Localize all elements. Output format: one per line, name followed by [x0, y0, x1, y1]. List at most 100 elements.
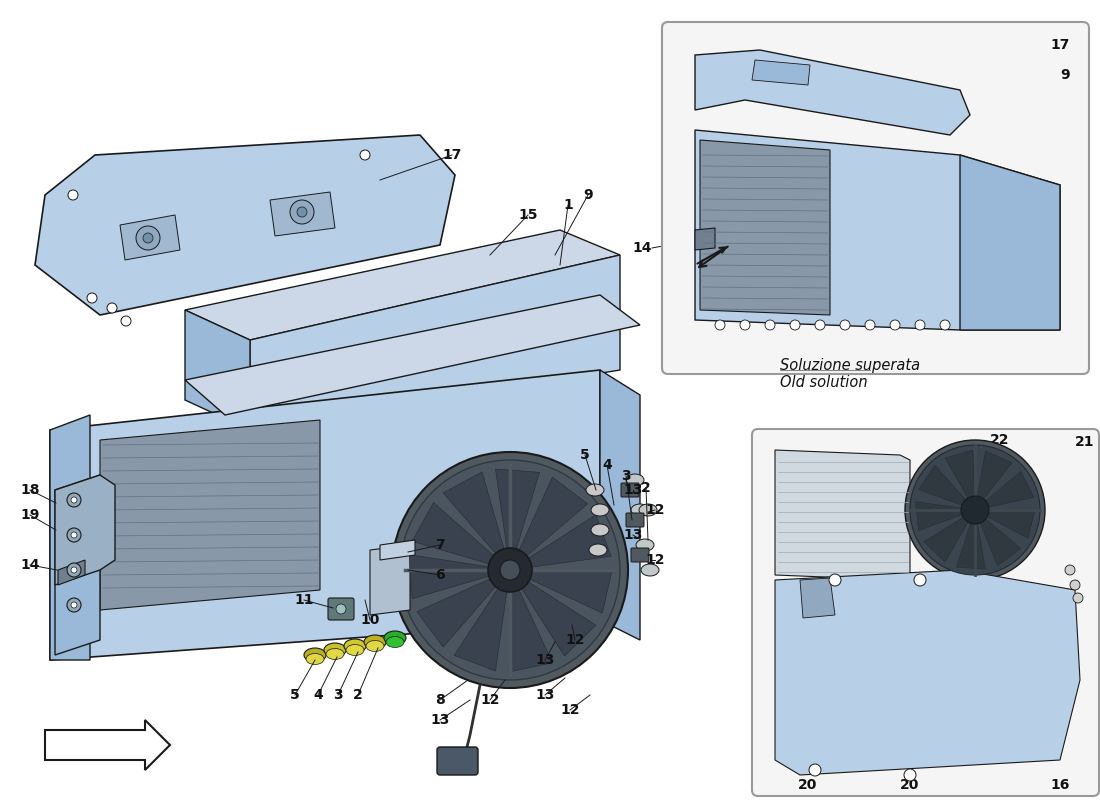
Circle shape — [940, 320, 950, 330]
Circle shape — [67, 493, 81, 507]
Text: 20: 20 — [799, 778, 817, 792]
Circle shape — [865, 320, 874, 330]
Polygon shape — [509, 588, 552, 672]
Circle shape — [72, 602, 77, 608]
Text: 18: 18 — [20, 483, 40, 497]
Circle shape — [808, 764, 821, 776]
Polygon shape — [50, 370, 600, 660]
Text: 7: 7 — [436, 538, 444, 552]
Ellipse shape — [346, 645, 364, 655]
Polygon shape — [35, 135, 455, 315]
Text: 17: 17 — [442, 148, 462, 162]
Polygon shape — [100, 420, 320, 610]
Polygon shape — [185, 310, 250, 430]
Polygon shape — [980, 519, 1021, 566]
Text: 3: 3 — [333, 688, 343, 702]
Circle shape — [890, 320, 900, 330]
Polygon shape — [978, 451, 1012, 499]
Circle shape — [910, 445, 1040, 575]
Ellipse shape — [304, 648, 326, 662]
Text: 17: 17 — [1050, 38, 1069, 52]
FancyBboxPatch shape — [626, 513, 644, 527]
Circle shape — [500, 560, 520, 580]
Polygon shape — [58, 560, 85, 585]
Text: 13: 13 — [624, 528, 642, 542]
Text: 2: 2 — [353, 688, 363, 702]
Polygon shape — [752, 60, 810, 85]
Text: 12: 12 — [481, 693, 499, 707]
Text: 19: 19 — [20, 508, 40, 522]
Text: 12: 12 — [565, 633, 585, 647]
Polygon shape — [957, 523, 986, 569]
FancyBboxPatch shape — [437, 747, 478, 775]
Polygon shape — [528, 570, 612, 613]
Text: 20: 20 — [900, 778, 920, 792]
Polygon shape — [518, 478, 587, 557]
Circle shape — [905, 440, 1045, 580]
Text: 1: 1 — [563, 198, 573, 212]
Polygon shape — [960, 155, 1060, 330]
Polygon shape — [695, 50, 970, 135]
Text: 4: 4 — [314, 688, 323, 702]
Text: 22: 22 — [990, 433, 1010, 447]
Polygon shape — [600, 370, 640, 640]
Ellipse shape — [326, 649, 344, 659]
Ellipse shape — [591, 504, 609, 516]
Text: 16: 16 — [1050, 778, 1069, 792]
Polygon shape — [988, 510, 1035, 538]
Text: 14: 14 — [632, 241, 652, 255]
Circle shape — [72, 497, 77, 503]
Text: 13: 13 — [624, 483, 642, 497]
Circle shape — [67, 528, 81, 542]
Circle shape — [961, 496, 989, 524]
Text: 11: 11 — [295, 593, 313, 607]
Ellipse shape — [364, 635, 386, 649]
Circle shape — [915, 320, 925, 330]
Text: 14: 14 — [20, 558, 40, 572]
Polygon shape — [50, 415, 90, 660]
Polygon shape — [695, 130, 1060, 330]
Text: 2: 2 — [641, 481, 651, 495]
Text: Soluzione superata
Old solution: Soluzione superata Old solution — [780, 358, 920, 390]
Circle shape — [67, 598, 81, 612]
Ellipse shape — [386, 637, 404, 647]
FancyArrowPatch shape — [700, 246, 728, 267]
Ellipse shape — [641, 564, 659, 576]
Polygon shape — [695, 228, 715, 250]
Text: 5: 5 — [290, 688, 300, 702]
FancyBboxPatch shape — [631, 548, 649, 562]
Text: 12: 12 — [646, 503, 664, 517]
Circle shape — [740, 320, 750, 330]
Polygon shape — [417, 578, 497, 647]
Circle shape — [290, 200, 314, 224]
Text: 13: 13 — [430, 713, 450, 727]
Polygon shape — [776, 570, 1080, 775]
Circle shape — [764, 320, 776, 330]
Circle shape — [72, 532, 77, 538]
Polygon shape — [700, 140, 830, 315]
Circle shape — [829, 574, 842, 586]
Text: 6: 6 — [436, 568, 444, 582]
Text: 12: 12 — [560, 703, 580, 717]
Ellipse shape — [586, 484, 604, 496]
Polygon shape — [776, 450, 910, 580]
Circle shape — [488, 548, 532, 592]
Ellipse shape — [306, 654, 324, 665]
Polygon shape — [55, 475, 100, 655]
Text: 3: 3 — [621, 469, 630, 483]
Ellipse shape — [639, 504, 657, 516]
Polygon shape — [370, 545, 410, 615]
Circle shape — [107, 303, 117, 313]
Circle shape — [840, 320, 850, 330]
Circle shape — [143, 233, 153, 243]
Polygon shape — [185, 295, 640, 415]
Circle shape — [68, 190, 78, 200]
Circle shape — [715, 320, 725, 330]
Circle shape — [790, 320, 800, 330]
Circle shape — [1070, 580, 1080, 590]
Ellipse shape — [344, 639, 366, 653]
Circle shape — [336, 604, 346, 614]
FancyBboxPatch shape — [752, 429, 1099, 796]
Polygon shape — [379, 540, 415, 560]
Polygon shape — [412, 502, 495, 564]
